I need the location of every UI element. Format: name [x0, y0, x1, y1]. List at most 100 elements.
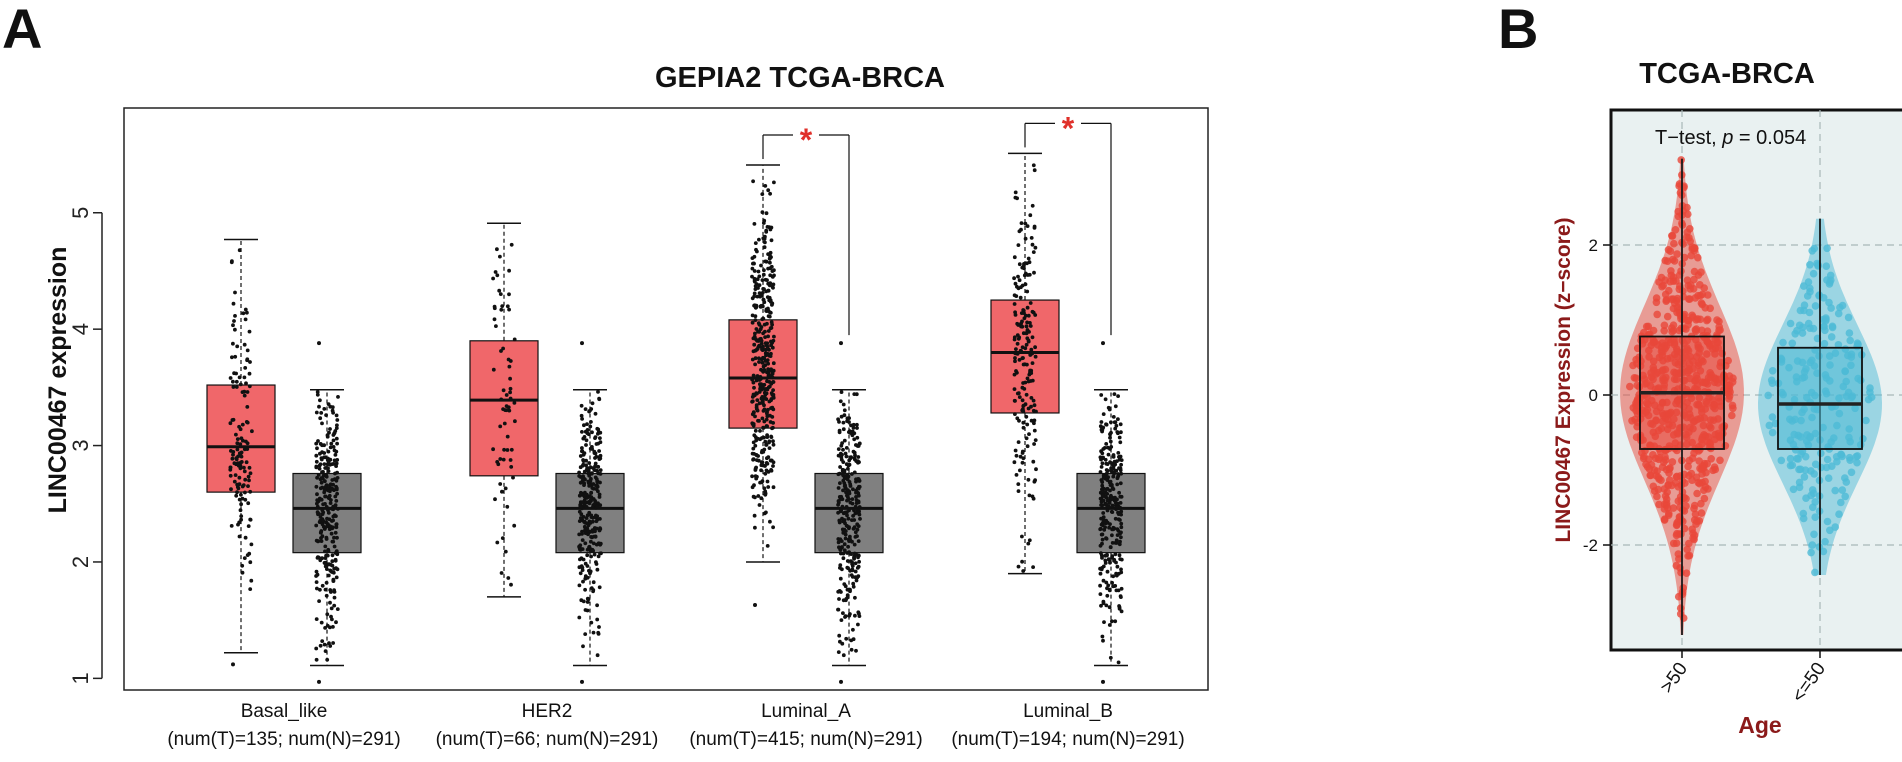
- data-point: [1103, 457, 1108, 462]
- data-point: [764, 211, 769, 216]
- data-point: [770, 285, 775, 289]
- data-point: [1672, 277, 1680, 285]
- data-point: [501, 388, 506, 393]
- data-point: [855, 527, 860, 532]
- data-point: [1107, 605, 1112, 610]
- data-point: [1101, 638, 1105, 643]
- data-point: [842, 413, 847, 418]
- data-point: [1811, 513, 1819, 521]
- y-tick-label: 0: [1589, 386, 1598, 405]
- data-point: [323, 479, 327, 484]
- data-point: [753, 495, 757, 500]
- data-point: [1633, 422, 1641, 431]
- data-point: [508, 386, 513, 391]
- data-point: [331, 570, 336, 575]
- data-point: [499, 307, 504, 312]
- data-point: [1033, 478, 1037, 483]
- data-point: [1098, 470, 1103, 474]
- data-point: [1802, 494, 1810, 503]
- data-point: [1012, 460, 1017, 465]
- data-point: [1118, 494, 1123, 499]
- data-point: [1659, 281, 1667, 290]
- x-tick-label: <=50: [1788, 659, 1830, 707]
- data-point: [590, 401, 595, 406]
- data-point: [843, 510, 848, 515]
- data-point: [328, 427, 332, 431]
- data-point: [1023, 236, 1028, 241]
- data-point: [598, 430, 603, 435]
- data-point: [597, 457, 602, 461]
- data-point: [765, 544, 770, 548]
- data-point: [585, 428, 590, 432]
- data-point: [1823, 517, 1832, 526]
- data-point: [756, 269, 761, 274]
- data-point: [765, 225, 770, 229]
- data-point: [580, 417, 584, 421]
- data-point: [585, 600, 590, 604]
- data-point: [1679, 207, 1687, 215]
- data-point: [240, 570, 245, 575]
- data-point: [751, 423, 756, 428]
- data-point: [1115, 564, 1120, 569]
- data-point: [755, 339, 759, 343]
- data-point: [580, 446, 584, 450]
- data-point: [509, 582, 513, 587]
- data-point: [1019, 285, 1023, 290]
- data-point: [315, 498, 320, 503]
- data-point: [753, 428, 758, 433]
- data-point: [1821, 537, 1829, 546]
- data-point: [1809, 324, 1818, 333]
- data-point: [330, 507, 334, 511]
- data-point: [1026, 541, 1031, 546]
- data-point: [1118, 440, 1123, 445]
- data-point: [846, 544, 850, 549]
- data-point: [836, 417, 840, 422]
- data-point: [501, 457, 506, 462]
- data-point: [764, 230, 769, 234]
- data-point: [580, 532, 584, 536]
- data-point: [580, 449, 585, 453]
- significance-star: *: [800, 122, 813, 158]
- data-point: [1100, 532, 1105, 537]
- data-point: [1102, 620, 1106, 624]
- data-point: [595, 617, 600, 622]
- data-point: [849, 431, 853, 435]
- data-point: [1107, 525, 1111, 530]
- data-point: [234, 385, 239, 389]
- data-point: [588, 521, 593, 525]
- data-point: [837, 597, 841, 601]
- data-point: [1033, 354, 1038, 359]
- data-point: [242, 465, 246, 470]
- data-point: [1119, 458, 1124, 462]
- data-point: [1116, 571, 1121, 576]
- data-point: [1728, 411, 1736, 420]
- data-point: [847, 416, 851, 420]
- data-point: [764, 468, 769, 473]
- data-point: [845, 559, 850, 563]
- data-point: [1012, 255, 1017, 260]
- data-point: [751, 380, 756, 385]
- data-point: [1117, 553, 1122, 558]
- x-category-label: Luminal_A: [761, 701, 851, 722]
- data-point: [325, 553, 330, 558]
- data-point: [579, 413, 584, 418]
- data-point: [332, 590, 337, 594]
- data-point: [593, 529, 597, 534]
- data-point: [763, 387, 768, 392]
- data-point: [762, 368, 767, 372]
- data-point: [845, 587, 850, 592]
- data-point: [508, 390, 512, 395]
- data-point: [1687, 469, 1696, 478]
- data-point: [1020, 319, 1024, 324]
- data-point: [233, 290, 237, 295]
- data-point: [770, 426, 774, 431]
- data-point: [751, 373, 756, 378]
- data-point: [753, 284, 758, 288]
- data-point: [1660, 516, 1669, 524]
- bracket-gap: [793, 121, 819, 148]
- data-point: [855, 575, 860, 580]
- data-point: [1119, 509, 1124, 514]
- data-point: [845, 524, 850, 528]
- data-point: [1661, 456, 1670, 464]
- data-point: [1674, 483, 1683, 491]
